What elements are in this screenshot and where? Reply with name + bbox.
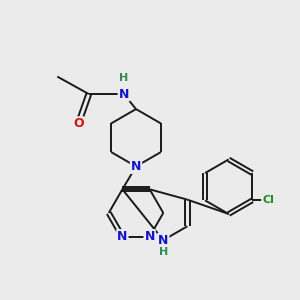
Text: N: N xyxy=(117,230,128,243)
Text: H: H xyxy=(159,248,168,257)
Text: N: N xyxy=(145,230,155,243)
Text: O: O xyxy=(73,117,84,130)
Text: H: H xyxy=(119,73,128,83)
Text: N: N xyxy=(131,160,141,173)
Text: N: N xyxy=(158,234,169,247)
Text: Cl: Cl xyxy=(262,195,274,206)
Text: N: N xyxy=(118,88,129,100)
